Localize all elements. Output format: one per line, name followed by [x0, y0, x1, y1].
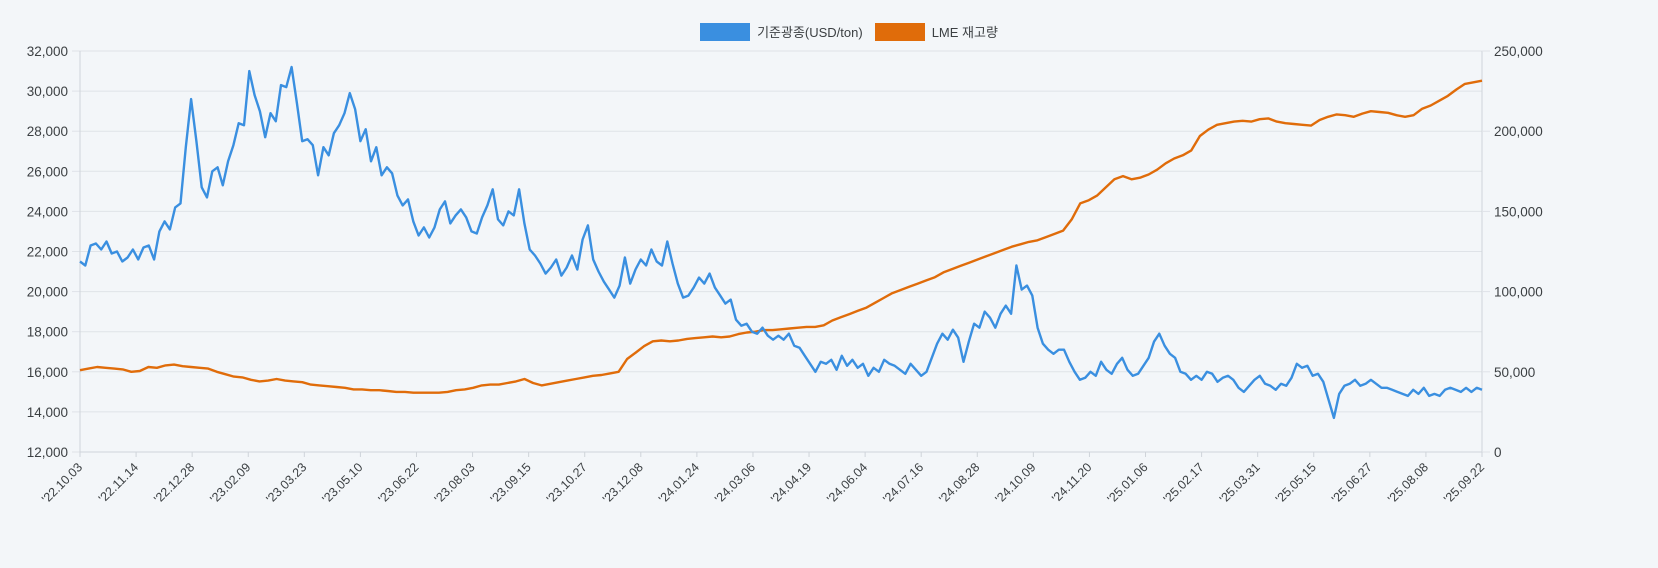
x-tick-label: '25.02.17 [1161, 460, 1207, 506]
x-tick-label: '25.06.27 [1329, 460, 1375, 506]
y-tick-left-label: 20,000 [27, 285, 68, 300]
y-tick-right-label: 50,000 [1494, 365, 1535, 380]
x-tick-label: '24.03.06 [712, 460, 758, 506]
y-tick-left-label: 14,000 [27, 405, 68, 420]
gridlines [72, 50, 1490, 457]
y-tick-left-label: 18,000 [27, 325, 68, 340]
x-tick-label: '24.04.19 [768, 460, 814, 506]
x-tick-label: '24.07.16 [880, 460, 926, 506]
x-tick-label: '25.05.15 [1273, 460, 1319, 506]
x-axis: '22.10.03'22.11.14'22.12.28'23.02.09'23.… [39, 460, 1487, 506]
x-tick-label: '24.08.28 [936, 460, 982, 506]
legend-swatch-blue-icon [700, 22, 751, 41]
legend-label-lme-stock: LME 재고량 [931, 25, 998, 40]
x-tick-label: '24.10.09 [992, 460, 1038, 506]
y-axis-left: 12,000 14,000 16,000 18,000 20,000 22,000 24,0… [27, 44, 68, 460]
x-tick-label: '24.11.20 [1049, 460, 1094, 505]
x-tick-label: '23.12.08 [600, 460, 646, 506]
y-tick-right-label: 200,000 [1494, 124, 1543, 139]
x-tick-label: '22.11.14 [96, 460, 141, 505]
x-tick-label: '25.08.08 [1385, 460, 1431, 506]
legend-label-ore-price: 기준광종(USD/ton) [757, 25, 863, 40]
legend-item-lme-stock[interactable]: LME 재고량 [874, 22, 998, 41]
y-tick-left-label: 16,000 [27, 365, 68, 380]
y-tick-left-label: 32,000 [27, 44, 68, 59]
y-tick-left-label: 28,000 [27, 124, 68, 139]
x-tick-label: '23.09.15 [488, 460, 534, 506]
x-tick-label: '25.03.31 [1217, 460, 1263, 506]
x-tick-label: '23.10.27 [544, 460, 590, 506]
series-ore-price-line[interactable] [79, 65, 1483, 420]
x-tick-label: '22.10.03 [39, 460, 85, 506]
y-tick-right-label: 250,000 [1494, 44, 1543, 59]
y-tick-right-label: 100,000 [1494, 285, 1543, 300]
y-tick-right-label: 150,000 [1494, 204, 1543, 219]
series-lme-stock-line[interactable] [79, 79, 1483, 394]
x-tick-label: '23.02.09 [207, 460, 253, 506]
legend-swatch-orange-icon [874, 22, 925, 41]
y-tick-left-label: 30,000 [27, 84, 68, 99]
legend-item-ore-price[interactable]: 기준광종(USD/ton) [700, 22, 863, 41]
x-tick-label: '23.08.03 [432, 460, 478, 506]
x-tick-label: '25.09.22 [1441, 460, 1487, 506]
y-tick-left-label: 26,000 [27, 164, 68, 179]
y-tick-right-label: 0 [1494, 445, 1502, 460]
y-tick-left-label: 24,000 [27, 204, 68, 219]
legend: 기준광종(USD/ton) LME 재고량 [0, 22, 1658, 41]
x-tick-label: '22.12.28 [151, 460, 197, 506]
y-axis-right: 0 50,000 100,000 150,000 200,000 250,000 [1494, 44, 1543, 460]
x-tick-label: '25.01.06 [1105, 460, 1151, 506]
x-tick-label: '23.06.22 [376, 460, 422, 506]
x-tick-label: '23.05.10 [320, 460, 366, 506]
y-tick-left-label: 22,000 [27, 245, 68, 260]
y-tick-left-label: 12,000 [27, 445, 68, 460]
x-tick-label: '24.01.24 [656, 460, 702, 506]
x-tick-label: '23.03.23 [263, 460, 309, 506]
x-tick-label: '24.06.04 [824, 460, 870, 506]
